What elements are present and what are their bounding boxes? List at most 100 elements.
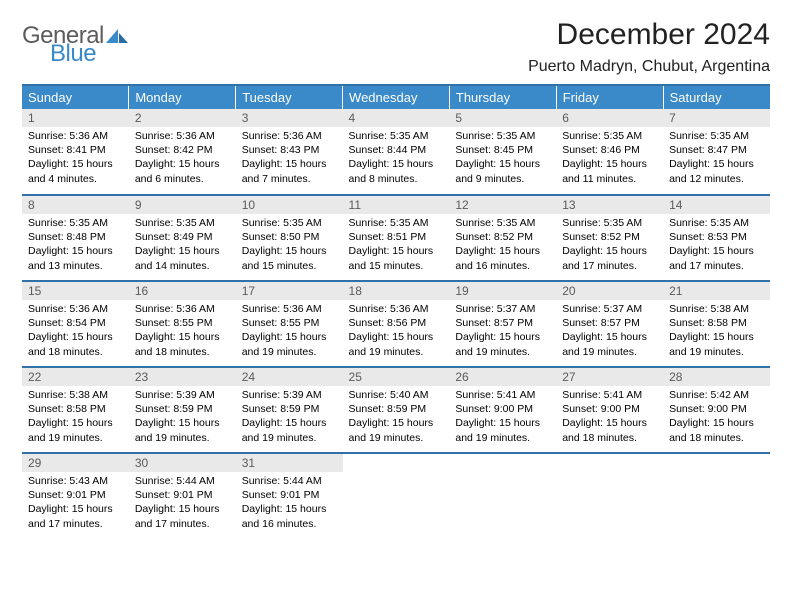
calendar-cell: 20Sunrise: 5:37 AMSunset: 8:57 PMDayligh… (556, 281, 663, 367)
calendar-cell (343, 453, 450, 539)
day-number: 10 (236, 196, 343, 214)
day-details: Sunrise: 5:37 AMSunset: 8:57 PMDaylight:… (556, 300, 663, 363)
calendar-cell: 4Sunrise: 5:35 AMSunset: 8:44 PMDaylight… (343, 109, 450, 195)
calendar-cell: 31Sunrise: 5:44 AMSunset: 9:01 PMDayligh… (236, 453, 343, 539)
day-number: 27 (556, 368, 663, 386)
calendar-cell: 2Sunrise: 5:36 AMSunset: 8:42 PMDaylight… (129, 109, 236, 195)
day-details: Sunrise: 5:35 AMSunset: 8:51 PMDaylight:… (343, 214, 450, 277)
day-number: 31 (236, 454, 343, 472)
day-details: Sunrise: 5:35 AMSunset: 8:50 PMDaylight:… (236, 214, 343, 277)
weekday-header: Wednesday (343, 85, 450, 109)
day-details: Sunrise: 5:36 AMSunset: 8:55 PMDaylight:… (236, 300, 343, 363)
calendar-cell: 5Sunrise: 5:35 AMSunset: 8:45 PMDaylight… (449, 109, 556, 195)
day-details: Sunrise: 5:44 AMSunset: 9:01 PMDaylight:… (129, 472, 236, 535)
weekday-header: Sunday (22, 85, 129, 109)
day-details: Sunrise: 5:35 AMSunset: 8:47 PMDaylight:… (663, 127, 770, 190)
calendar-cell: 22Sunrise: 5:38 AMSunset: 8:58 PMDayligh… (22, 367, 129, 453)
calendar-cell: 30Sunrise: 5:44 AMSunset: 9:01 PMDayligh… (129, 453, 236, 539)
day-number: 12 (449, 196, 556, 214)
calendar-week-row: 8Sunrise: 5:35 AMSunset: 8:48 PMDaylight… (22, 195, 770, 281)
day-details: Sunrise: 5:36 AMSunset: 8:42 PMDaylight:… (129, 127, 236, 190)
calendar-week-row: 29Sunrise: 5:43 AMSunset: 9:01 PMDayligh… (22, 453, 770, 539)
day-number: 3 (236, 109, 343, 127)
calendar-week-row: 22Sunrise: 5:38 AMSunset: 8:58 PMDayligh… (22, 367, 770, 453)
calendar-cell: 24Sunrise: 5:39 AMSunset: 8:59 PMDayligh… (236, 367, 343, 453)
day-number: 18 (343, 282, 450, 300)
calendar-cell: 19Sunrise: 5:37 AMSunset: 8:57 PMDayligh… (449, 281, 556, 367)
day-details: Sunrise: 5:35 AMSunset: 8:46 PMDaylight:… (556, 127, 663, 190)
day-details: Sunrise: 5:36 AMSunset: 8:55 PMDaylight:… (129, 300, 236, 363)
day-number: 16 (129, 282, 236, 300)
calendar-cell: 11Sunrise: 5:35 AMSunset: 8:51 PMDayligh… (343, 195, 450, 281)
calendar-cell: 21Sunrise: 5:38 AMSunset: 8:58 PMDayligh… (663, 281, 770, 367)
day-number: 17 (236, 282, 343, 300)
calendar-cell: 7Sunrise: 5:35 AMSunset: 8:47 PMDaylight… (663, 109, 770, 195)
day-details: Sunrise: 5:41 AMSunset: 9:00 PMDaylight:… (556, 386, 663, 449)
calendar-cell (556, 453, 663, 539)
day-number: 23 (129, 368, 236, 386)
day-number: 13 (556, 196, 663, 214)
day-details: Sunrise: 5:44 AMSunset: 9:01 PMDaylight:… (236, 472, 343, 535)
day-details: Sunrise: 5:36 AMSunset: 8:43 PMDaylight:… (236, 127, 343, 190)
day-details: Sunrise: 5:35 AMSunset: 8:45 PMDaylight:… (449, 127, 556, 190)
month-title: December 2024 (528, 18, 770, 52)
calendar-cell: 29Sunrise: 5:43 AMSunset: 9:01 PMDayligh… (22, 453, 129, 539)
calendar-cell: 28Sunrise: 5:42 AMSunset: 9:00 PMDayligh… (663, 367, 770, 453)
day-number: 15 (22, 282, 129, 300)
calendar-cell: 10Sunrise: 5:35 AMSunset: 8:50 PMDayligh… (236, 195, 343, 281)
calendar-cell (449, 453, 556, 539)
day-number: 29 (22, 454, 129, 472)
calendar-cell: 8Sunrise: 5:35 AMSunset: 8:48 PMDaylight… (22, 195, 129, 281)
day-details: Sunrise: 5:38 AMSunset: 8:58 PMDaylight:… (22, 386, 129, 449)
day-number: 4 (343, 109, 450, 127)
weekday-header: Monday (129, 85, 236, 109)
calendar-cell: 27Sunrise: 5:41 AMSunset: 9:00 PMDayligh… (556, 367, 663, 453)
day-details: Sunrise: 5:36 AMSunset: 8:41 PMDaylight:… (22, 127, 129, 190)
day-details: Sunrise: 5:40 AMSunset: 8:59 PMDaylight:… (343, 386, 450, 449)
day-number: 11 (343, 196, 450, 214)
calendar-cell: 23Sunrise: 5:39 AMSunset: 8:59 PMDayligh… (129, 367, 236, 453)
weekday-header-row: Sunday Monday Tuesday Wednesday Thursday… (22, 85, 770, 109)
day-details: Sunrise: 5:35 AMSunset: 8:53 PMDaylight:… (663, 214, 770, 277)
day-number: 14 (663, 196, 770, 214)
calendar-cell: 26Sunrise: 5:41 AMSunset: 9:00 PMDayligh… (449, 367, 556, 453)
calendar-week-row: 1Sunrise: 5:36 AMSunset: 8:41 PMDaylight… (22, 109, 770, 195)
weekday-header: Tuesday (236, 85, 343, 109)
day-number: 21 (663, 282, 770, 300)
day-number: 6 (556, 109, 663, 127)
weekday-header: Saturday (663, 85, 770, 109)
calendar-week-row: 15Sunrise: 5:36 AMSunset: 8:54 PMDayligh… (22, 281, 770, 367)
day-details: Sunrise: 5:39 AMSunset: 8:59 PMDaylight:… (129, 386, 236, 449)
day-details: Sunrise: 5:35 AMSunset: 8:49 PMDaylight:… (129, 214, 236, 277)
sail-icon (106, 27, 128, 49)
day-details: Sunrise: 5:35 AMSunset: 8:48 PMDaylight:… (22, 214, 129, 277)
calendar-cell: 18Sunrise: 5:36 AMSunset: 8:56 PMDayligh… (343, 281, 450, 367)
brand-logo: General Blue (22, 18, 128, 66)
day-number: 26 (449, 368, 556, 386)
day-number: 20 (556, 282, 663, 300)
day-number: 22 (22, 368, 129, 386)
weekday-header: Thursday (449, 85, 556, 109)
calendar-cell: 9Sunrise: 5:35 AMSunset: 8:49 PMDaylight… (129, 195, 236, 281)
day-number: 25 (343, 368, 450, 386)
calendar-cell (663, 453, 770, 539)
calendar-cell: 15Sunrise: 5:36 AMSunset: 8:54 PMDayligh… (22, 281, 129, 367)
day-details: Sunrise: 5:41 AMSunset: 9:00 PMDaylight:… (449, 386, 556, 449)
day-details: Sunrise: 5:39 AMSunset: 8:59 PMDaylight:… (236, 386, 343, 449)
calendar-cell: 6Sunrise: 5:35 AMSunset: 8:46 PMDaylight… (556, 109, 663, 195)
calendar-cell: 13Sunrise: 5:35 AMSunset: 8:52 PMDayligh… (556, 195, 663, 281)
day-details: Sunrise: 5:38 AMSunset: 8:58 PMDaylight:… (663, 300, 770, 363)
day-details: Sunrise: 5:36 AMSunset: 8:56 PMDaylight:… (343, 300, 450, 363)
day-number: 30 (129, 454, 236, 472)
day-number: 7 (663, 109, 770, 127)
page-header: General Blue December 2024 Puerto Madryn… (22, 18, 770, 76)
day-number: 24 (236, 368, 343, 386)
day-details: Sunrise: 5:43 AMSunset: 9:01 PMDaylight:… (22, 472, 129, 535)
day-number: 5 (449, 109, 556, 127)
day-details: Sunrise: 5:42 AMSunset: 9:00 PMDaylight:… (663, 386, 770, 449)
calendar-cell: 12Sunrise: 5:35 AMSunset: 8:52 PMDayligh… (449, 195, 556, 281)
title-block: December 2024 Puerto Madryn, Chubut, Arg… (528, 18, 770, 76)
calendar-cell: 3Sunrise: 5:36 AMSunset: 8:43 PMDaylight… (236, 109, 343, 195)
day-number: 2 (129, 109, 236, 127)
day-details: Sunrise: 5:37 AMSunset: 8:57 PMDaylight:… (449, 300, 556, 363)
